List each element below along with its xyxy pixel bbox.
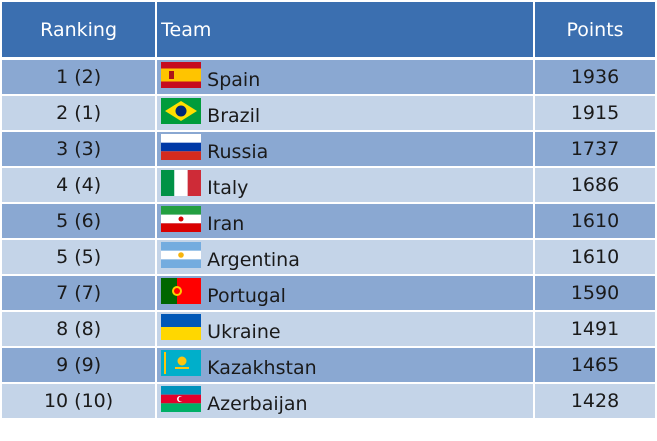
team-cell: Brazil	[157, 96, 534, 130]
team-name: Russia	[207, 141, 269, 163]
ranking-cell: 2 (1)	[2, 96, 156, 130]
team-name: Spain	[207, 69, 261, 91]
points-cell: 1936	[535, 60, 655, 94]
table-row: 7 (7) Portugal 1590	[2, 276, 655, 310]
ranking-cell: 10 (10)	[2, 384, 156, 418]
team-cell: Iran	[157, 204, 534, 238]
ranking-cell: 5 (6)	[2, 204, 156, 238]
table-row: 10 (10) Azerbaijan 1428	[2, 384, 655, 418]
ukraine-flag-icon	[161, 314, 202, 340]
ranking-table: Ranking Team Points 1 (2) Spain 1936 2 (…	[2, 2, 655, 418]
table-row: 5 (6) Iran 1610	[2, 204, 655, 238]
table-row: 2 (1) Brazil 1915	[2, 96, 655, 130]
team-name: Portugal	[207, 285, 286, 307]
ranking-cell: 4 (4)	[2, 168, 156, 202]
team-name: Iran	[207, 213, 245, 235]
team-cell: Azerbaijan	[157, 384, 534, 418]
table-row: 8 (8) Ukraine 1491	[2, 312, 655, 346]
ranking-cell: 9 (9)	[2, 348, 156, 382]
points-cell: 1915	[535, 96, 655, 130]
team-cell: Kazakhstan	[157, 348, 534, 382]
italy-flag-icon	[161, 170, 202, 196]
brazil-flag-icon	[161, 98, 202, 124]
points-header[interactable]: Points	[535, 2, 655, 58]
iran-flag-icon	[161, 206, 202, 232]
kazakhstan-flag-icon	[161, 350, 202, 376]
spain-flag-icon	[161, 62, 202, 88]
points-cell: 1491	[535, 312, 655, 346]
points-cell: 1737	[535, 132, 655, 166]
team-cell: Italy	[157, 168, 534, 202]
ranking-header[interactable]: Ranking	[2, 2, 156, 58]
table-row: 3 (3) Russia 1737	[2, 132, 655, 166]
points-cell: 1610	[535, 204, 655, 238]
points-cell: 1465	[535, 348, 655, 382]
table-row: 1 (2) Spain 1936	[2, 60, 655, 94]
argentina-flag-icon	[161, 242, 202, 268]
team-cell: Portugal	[157, 276, 534, 310]
team-cell: Russia	[157, 132, 534, 166]
team-cell: Argentina	[157, 240, 534, 274]
points-cell: 1610	[535, 240, 655, 274]
points-cell: 1686	[535, 168, 655, 202]
ranking-cell: 8 (8)	[2, 312, 156, 346]
table-row: 4 (4) Italy 1686	[2, 168, 655, 202]
team-cell: Ukraine	[157, 312, 534, 346]
team-cell: Spain	[157, 60, 534, 94]
team-header[interactable]: Team	[157, 2, 534, 58]
team-name: Argentina	[207, 249, 300, 271]
team-name: Kazakhstan	[207, 357, 317, 379]
ranking-cell: 5 (5)	[2, 240, 156, 274]
team-name: Ukraine	[207, 321, 281, 343]
azerbaijan-flag-icon	[161, 386, 202, 412]
table-row: 5 (5) Argentina 1610	[2, 240, 655, 274]
team-name: Azerbaijan	[207, 393, 308, 415]
points-cell: 1428	[535, 384, 655, 418]
ranking-cell: 1 (2)	[2, 60, 156, 94]
portugal-flag-icon	[161, 278, 202, 304]
header-row: Ranking Team Points	[2, 2, 655, 58]
ranking-cell: 3 (3)	[2, 132, 156, 166]
points-cell: 1590	[535, 276, 655, 310]
ranking-cell: 7 (7)	[2, 276, 156, 310]
table-row: 9 (9) Kazakhstan 1465	[2, 348, 655, 382]
team-name: Italy	[207, 177, 249, 199]
russia-flag-icon	[161, 134, 202, 160]
team-name: Brazil	[207, 105, 261, 127]
